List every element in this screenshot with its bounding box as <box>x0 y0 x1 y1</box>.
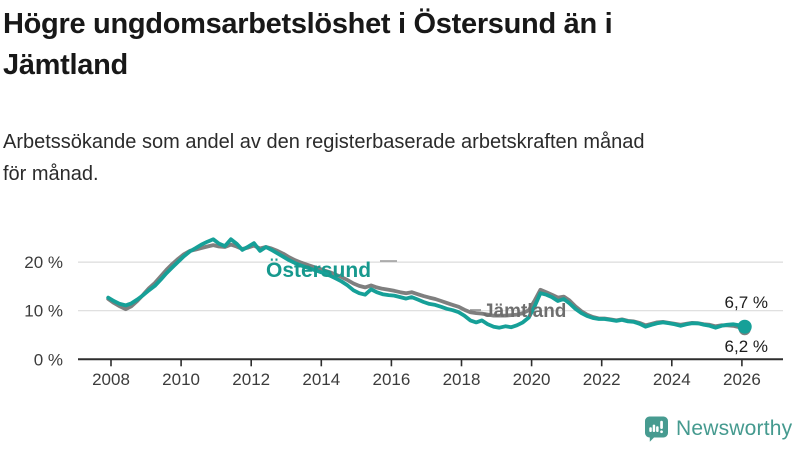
end-value-label-ostersund: 6,7 % <box>725 293 768 312</box>
page-title: Högre ungdomsarbetslöshet i Östersund än… <box>3 8 613 82</box>
newsworthy-logo-text: Newsworthy <box>676 417 793 440</box>
x-tick-label: 2010 <box>162 370 200 389</box>
series-label-jamtland: Jämtland <box>483 301 566 322</box>
axes: 0 % 10 % 20 % 2008 2010 2012 2014 2016 2018 2020 2… <box>24 253 783 389</box>
end-value-label-jamtland: 6,2 % <box>725 337 768 356</box>
x-tick-label: 2018 <box>443 370 481 389</box>
x-tick-label: 2024 <box>653 370 691 389</box>
exclamation-stem <box>660 420 663 429</box>
series-line-ostersund <box>106 237 747 330</box>
annotations: Östersund Jämtland 6,7 % 6,2 % <box>266 259 768 356</box>
x-tick-label: 2016 <box>372 370 410 389</box>
x-tick-label: 2012 <box>232 370 270 389</box>
x-tick-label: 2008 <box>92 370 130 389</box>
data-series <box>106 237 752 336</box>
exclamation-dot <box>660 430 663 434</box>
gridlines <box>78 261 783 312</box>
y-tick-label: 0 % <box>34 350 63 369</box>
page-subtitle: Arbetssökande som andel av den registerb… <box>3 131 645 185</box>
x-tick-label: 2020 <box>513 370 551 389</box>
x-tick-label: 2026 <box>723 370 761 389</box>
end-dot-ostersund <box>737 319 752 334</box>
y-tick-label: 20 % <box>24 253 63 272</box>
x-tick-label: 2022 <box>583 370 621 389</box>
series-line-jamtland <box>106 242 747 332</box>
y-tick-label: 10 % <box>24 302 63 321</box>
bar-2 <box>652 424 656 432</box>
series-label-ostersund: Östersund <box>266 259 371 282</box>
bar-1 <box>649 427 652 432</box>
newsworthy-bubble-chart-icon <box>645 416 668 442</box>
bar-3 <box>656 426 659 432</box>
x-tick-label: 2014 <box>302 370 340 389</box>
newsworthy-logo: Newsworthy <box>644 416 792 442</box>
